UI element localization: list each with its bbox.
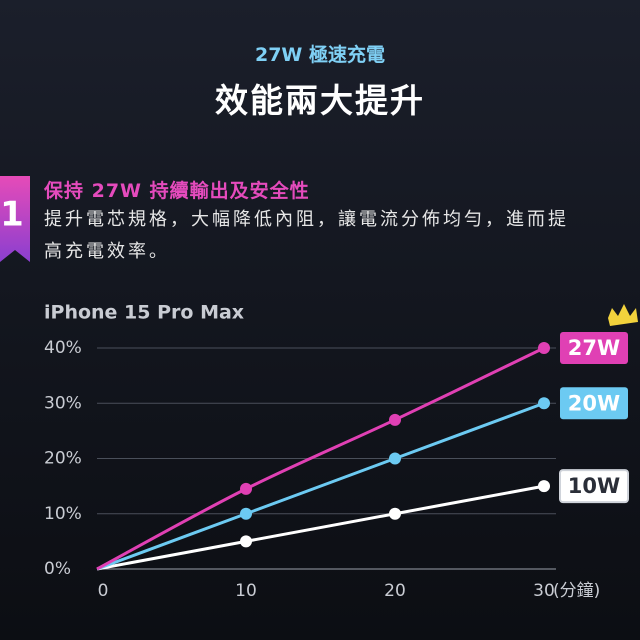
legend-label: 20W	[568, 391, 620, 415]
chart-title: iPhone 15 Pro Max	[44, 302, 244, 324]
legend-label: 10W	[568, 474, 620, 498]
data-point	[240, 535, 252, 548]
legend-label: 27W	[568, 336, 620, 360]
kicker: 27W 極速充電	[254, 44, 385, 66]
y-tick-label: 0%	[44, 559, 71, 579]
data-point	[389, 507, 401, 520]
section-number: 1	[0, 195, 24, 235]
series-line	[96, 484, 545, 571]
x-tick-label: 30	[533, 581, 555, 601]
legend-box	[559, 469, 629, 504]
x-tick-label: 0	[98, 581, 109, 601]
legend-box	[560, 387, 628, 420]
data-point	[389, 413, 401, 426]
data-point	[538, 480, 550, 493]
data-point	[538, 342, 550, 354]
legend-box	[560, 332, 628, 364]
section-heading: 保持 27W 持續輸出及安全性	[44, 180, 310, 202]
x-tick-label: 20	[384, 581, 406, 601]
data-point	[240, 507, 252, 520]
page-title: 效能兩大提升	[215, 81, 425, 120]
data-point	[240, 482, 252, 495]
crown-icon	[608, 304, 638, 326]
section-badge	[0, 176, 30, 262]
section-text: 提升電芯規格，大幅降低內阻，讓電流分佈均勻，進而提高充電效率。	[44, 209, 569, 262]
series-line	[96, 346, 545, 571]
y-tick-label: 20%	[44, 449, 82, 469]
y-tick-label: 10%	[44, 504, 82, 524]
data-point	[538, 397, 550, 410]
y-tick-label: 40%	[44, 338, 82, 358]
data-point	[389, 452, 401, 465]
y-tick-label: 30%	[44, 393, 82, 413]
x-axis-label: (分鐘)	[553, 581, 600, 601]
x-tick-label: 10	[235, 581, 257, 601]
series-line	[96, 401, 545, 571]
